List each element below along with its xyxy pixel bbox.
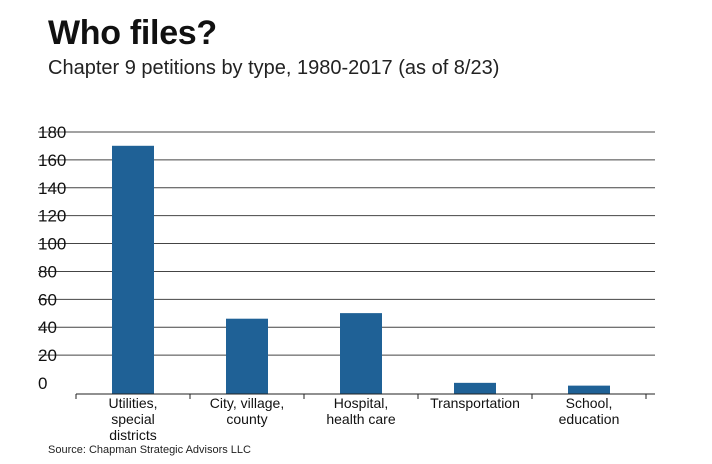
x-axis-labels: Utilities, special districts City, village,… [108,395,619,443]
bars [112,145,610,394]
chart-subtitle: Chapter 9 petitions by type, 1980-2017 (… [48,57,500,79]
y-axis-ticks: 0 20 40 60 80 100 120 140 160 180 [38,123,66,393]
y-tick-label: 180 [38,123,66,142]
y-tick-label: 100 [38,235,66,254]
y-tick-label: 80 [38,262,57,281]
x-tick-label: Utilities, special districts [108,395,157,443]
y-tick-label: 140 [38,179,66,198]
source-note: Source: Chapman Strategic Advisors LLC [48,444,251,456]
chart-title: Who files? [48,14,217,52]
x-tick-label: City, village, county [210,395,284,427]
bar [340,313,382,394]
bar [454,382,496,394]
x-tick-label: Hospital, health care [326,395,395,427]
x-tick-label: Transportation [430,395,520,411]
y-tick-label: 160 [38,151,66,170]
y-tick-label: 120 [38,207,66,226]
y-tick-label: 0 [38,374,47,393]
x-axis [75,393,655,399]
y-tick-label: 20 [38,346,57,365]
y-tick-label: 60 [38,290,57,309]
bar [568,385,610,394]
bar [226,318,268,394]
bar [112,145,154,394]
y-tick-label: 40 [38,318,57,337]
x-tick-label: School, education [559,395,620,427]
